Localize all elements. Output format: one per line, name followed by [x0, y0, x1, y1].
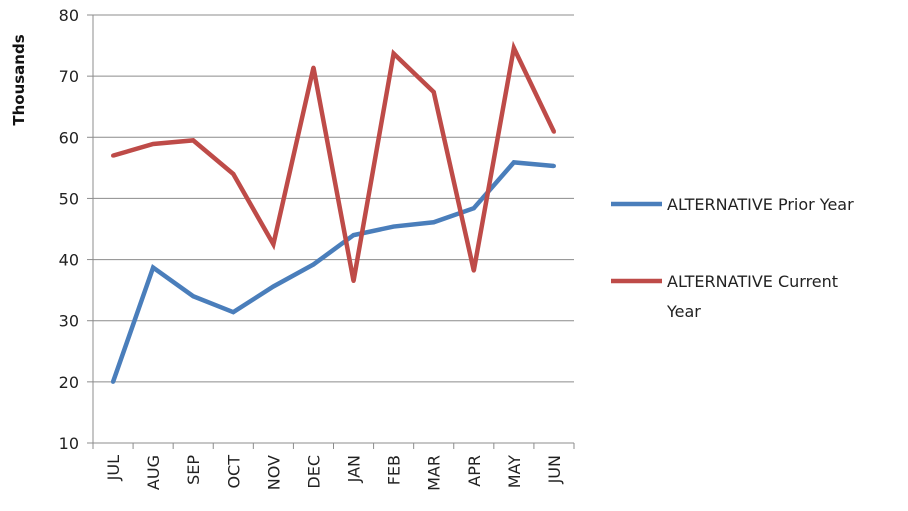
legend-label: ALTERNATIVE Prior Year: [667, 195, 854, 214]
y-tick-label: 70: [59, 67, 79, 86]
data-point: [391, 51, 396, 56]
x-tick-label: DEC: [304, 455, 323, 489]
series-line-0: [110, 160, 555, 383]
x-tick-label: JUN: [545, 455, 564, 484]
legend: ALTERNATIVE Prior Year ALTERNATIVE Curren…: [611, 195, 854, 321]
y-tick-label: 60: [59, 128, 79, 147]
data-point: [391, 224, 396, 229]
x-tick-label: FEB: [385, 455, 404, 485]
legend-item-0: ALTERNATIVE Prior Year: [611, 195, 854, 214]
data-point: [471, 206, 476, 211]
data-point: [551, 164, 556, 169]
data-point: [431, 90, 436, 95]
x-tick-label: SEP: [184, 455, 203, 485]
data-point: [351, 278, 356, 283]
x-tick-label: APR: [465, 455, 484, 487]
x-tick-label: MAY: [505, 455, 524, 489]
data-point: [111, 379, 116, 384]
y-tick-label: 10: [59, 434, 79, 453]
x-axis-ticks: JUL AUG SEP OCT NOV DEC JAN FEB MAR APR MAY JUN: [92, 443, 575, 491]
y-tick-label: 20: [59, 373, 79, 392]
data-point: [471, 268, 476, 273]
data-point: [231, 310, 236, 315]
data-point: [511, 46, 516, 51]
legend-item-1: ALTERNATIVE Current Year: [611, 272, 838, 321]
data-point: [351, 233, 356, 238]
x-tick-label: AUG: [144, 455, 163, 490]
data-point: [111, 153, 116, 158]
legend-label: ALTERNATIVE Current Year: [666, 272, 838, 321]
y-tick-label: 80: [59, 6, 79, 25]
y-tick-label: 30: [59, 312, 79, 331]
y-axis-title: Thousands: [10, 34, 28, 125]
data-point: [551, 129, 556, 134]
data-point: [151, 142, 156, 147]
x-tick-label: MAR: [425, 455, 444, 491]
x-tick-label: JAN: [345, 455, 364, 483]
y-tick-label: 50: [59, 189, 79, 208]
data-point: [511, 160, 516, 165]
data-point: [231, 171, 236, 176]
gridlines: [93, 14, 574, 383]
series-line-1: [112, 40, 556, 282]
data-point: [271, 242, 276, 247]
data-point: [151, 265, 156, 270]
series-layer: [110, 40, 556, 384]
x-tick-label: OCT: [224, 455, 243, 489]
data-point: [191, 138, 196, 143]
x-tick-label: JUL: [104, 455, 123, 481]
data-point: [271, 284, 276, 289]
data-point: [191, 294, 196, 299]
y-tick-label: 40: [59, 251, 79, 270]
data-point: [311, 65, 316, 70]
data-point: [431, 220, 436, 225]
x-tick-label: NOV: [264, 455, 283, 490]
data-point: [311, 262, 316, 267]
y-axis-ticks: 10 20 30 40 50 60 70 80: [59, 6, 93, 453]
